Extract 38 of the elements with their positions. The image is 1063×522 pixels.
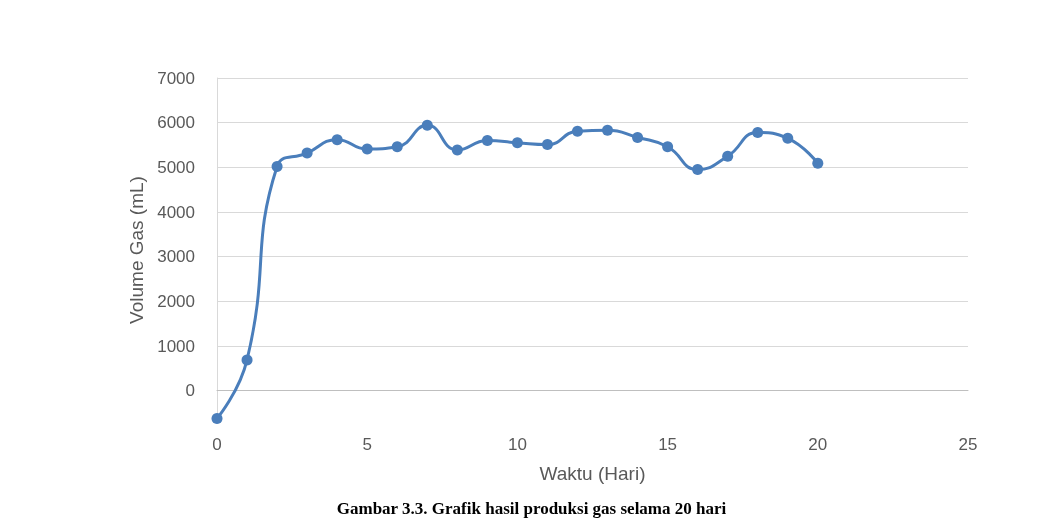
y-tick-label: 5000 bbox=[157, 157, 195, 177]
point bbox=[301, 147, 313, 159]
x-tick-label: 0 bbox=[212, 435, 222, 454]
point bbox=[602, 124, 614, 136]
y-tick-label: 7000 bbox=[157, 68, 195, 88]
x-tick-label: 25 bbox=[958, 435, 978, 454]
point bbox=[541, 139, 553, 151]
x-tick-label: 15 bbox=[658, 435, 678, 454]
point bbox=[782, 132, 794, 144]
point bbox=[391, 141, 403, 153]
point bbox=[481, 135, 493, 147]
x-tick-label: 20 bbox=[808, 435, 828, 454]
point bbox=[241, 354, 253, 366]
point bbox=[722, 150, 734, 162]
point bbox=[571, 125, 583, 137]
y-tick-label: 1000 bbox=[157, 336, 195, 356]
x-axis-title: Waktu (Hari) bbox=[539, 463, 646, 484]
point bbox=[692, 164, 704, 176]
point bbox=[361, 143, 373, 155]
y-tick-label: 3000 bbox=[157, 247, 195, 267]
point bbox=[421, 119, 433, 131]
point bbox=[331, 134, 343, 146]
y-tick-label: 4000 bbox=[157, 202, 195, 222]
point bbox=[451, 144, 463, 156]
point bbox=[271, 160, 283, 172]
x-tick-label: 5 bbox=[362, 435, 372, 454]
y-tick-label: 6000 bbox=[157, 113, 195, 133]
text: Gambar 3.3. Grafik hasil produksi gas selama 20 hari bbox=[336, 499, 727, 518]
y-tick-label: 0 bbox=[185, 381, 195, 401]
point bbox=[511, 137, 523, 149]
point bbox=[211, 412, 223, 424]
point bbox=[662, 141, 674, 153]
point bbox=[752, 127, 764, 138]
y-tick-label: 2000 bbox=[157, 291, 195, 311]
point bbox=[632, 131, 644, 143]
y-axis-title: Volume Gas (mL) bbox=[126, 176, 148, 324]
x-tick-label: 10 bbox=[507, 435, 527, 454]
point bbox=[812, 157, 824, 169]
